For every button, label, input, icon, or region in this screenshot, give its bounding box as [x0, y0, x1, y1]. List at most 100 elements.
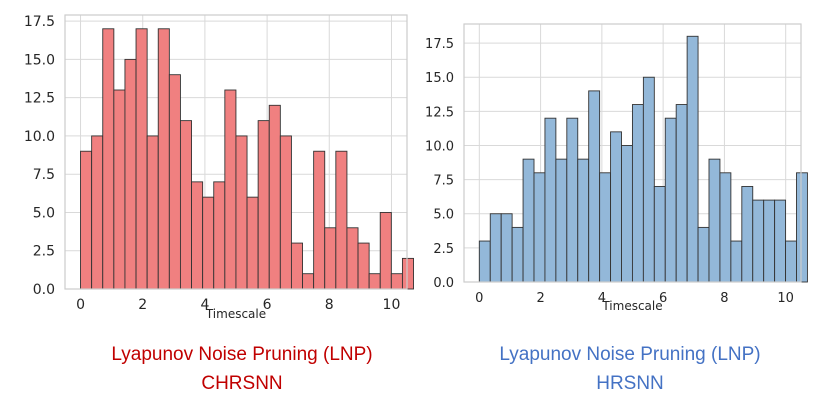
left-caption-line1: Lyapunov Noise Pruning (LNP): [111, 344, 373, 365]
right-histogram-bar: [566, 117, 579, 283]
left-histogram-bar: [279, 135, 292, 290]
right-histogram-bar: [686, 35, 699, 283]
left-histogram-bar: [91, 135, 104, 290]
left-histogram-bar: [313, 150, 326, 290]
left-histogram-bar: [346, 227, 359, 290]
left-histogram-bar: [257, 120, 270, 290]
right-histogram-bar: [511, 226, 524, 283]
left-histogram-bar: [324, 227, 337, 290]
right-histogram-bar: [708, 158, 721, 283]
left-histogram-bar: [390, 273, 403, 290]
right-histogram-bar: [697, 226, 710, 283]
left-y-tick-label: 12.5: [24, 91, 55, 107]
right-histogram-bar: [785, 240, 797, 283]
left-chart-caption: Lyapunov Noise Pruning (LNP) CHRSNN: [52, 340, 432, 398]
right-x-tick-label: 8: [720, 291, 728, 306]
right-x-axis-label: Timescale: [601, 299, 662, 313]
left-x-tick-label: 10: [383, 297, 401, 313]
left-histogram-bar: [168, 74, 181, 290]
left-histogram-bar: [268, 104, 281, 290]
left-histogram-bar: [235, 135, 248, 290]
left-histogram-bar: [357, 242, 370, 290]
left-histogram-bar: [113, 89, 126, 290]
left-y-tick-label: 17.5: [24, 14, 55, 30]
right-histogram-bar: [489, 213, 502, 283]
left-histogram-bar: [401, 257, 414, 290]
left-histogram-bar: [146, 135, 159, 290]
right-y-tick-label: 2.5: [433, 242, 454, 257]
right-histogram-bar: [730, 240, 743, 283]
right-caption-line2: HRSNN: [596, 373, 664, 394]
left-y-tick-label: 5.0: [33, 205, 55, 221]
right-y-tick-label: 15.0: [425, 71, 454, 86]
right-histogram-bar: [522, 158, 535, 283]
left-x-tick-label: 8: [325, 297, 334, 313]
right-histogram-bar: [544, 117, 557, 283]
right-plot-frame: [463, 23, 802, 283]
right-histogram-bar: [478, 240, 491, 283]
right-y-tick-label: 12.5: [425, 105, 454, 120]
left-histogram-bar: [379, 212, 392, 290]
right-y-tick-label: 5.0: [433, 208, 454, 223]
right-x-tick-label: 10: [777, 291, 794, 306]
left-histogram-bar: [202, 196, 215, 290]
right-caption-line1: Lyapunov Noise Pruning (LNP): [499, 344, 761, 365]
left-histogram-bar: [368, 273, 381, 290]
right-histogram-bar: [588, 90, 601, 283]
right-histogram-bar: [796, 172, 808, 283]
left-y-tick-label: 7.5: [33, 167, 55, 183]
left-y-tick-label: 10.0: [24, 129, 55, 145]
left-histogram-bar: [80, 150, 93, 290]
right-histogram-bar: [577, 158, 590, 283]
left-histogram-bar: [179, 120, 192, 290]
left-y-tick-label: 15.0: [24, 52, 55, 68]
right-histogram-bar: [664, 117, 677, 283]
right-histogram-bar: [533, 172, 546, 283]
left-x-tick-label: 0: [76, 297, 85, 313]
right-chart-caption: Lyapunov Noise Pruning (LNP) HRSNN: [440, 340, 820, 398]
left-histogram-bar: [246, 196, 259, 290]
right-y-tick-label: 17.5: [425, 37, 454, 52]
right-x-tick-label: 6: [659, 291, 667, 306]
right-x-tick-label: 2: [536, 291, 544, 306]
left-chart: 0 2 4 6 8 10 0.0 2.5 5.0 7.5 10.0 12.5 15.0 17.5 Times…: [24, 14, 414, 321]
left-histogram-bar: [290, 242, 303, 290]
right-y-tick-label: 10.0: [425, 139, 454, 154]
left-histogram-bar: [335, 150, 348, 290]
right-histogram-bar: [599, 172, 612, 283]
right-y-tick-label: 7.5: [433, 174, 454, 189]
right-x-tick-label: 0: [475, 291, 483, 306]
right-histogram-bar: [774, 199, 787, 283]
right-histogram-bar: [631, 104, 644, 283]
left-histogram-bar: [224, 89, 237, 290]
left-x-axis-label: Timescale: [205, 307, 266, 321]
right-histogram-bar: [610, 131, 622, 283]
right-histogram-bar: [500, 213, 513, 283]
right-histogram-bar: [741, 185, 754, 283]
left-caption-line2: CHRSNN: [201, 373, 283, 394]
left-histogram-bar: [135, 28, 148, 290]
right-histogram-bar: [719, 172, 732, 283]
right-histogram-bar: [642, 76, 655, 283]
right-y-tick-label: 0.0: [433, 276, 454, 291]
right-chart: 0 2 4 6 8 10 0.0 2.5 5.0 7.5 10.0 12.5 15.0 17.5 Times…: [425, 23, 808, 313]
right-histogram-bar: [752, 199, 765, 283]
left-histogram-bar: [191, 181, 204, 290]
left-y-tick-label: 0.0: [33, 282, 55, 298]
right-x-tick-label: 4: [598, 291, 606, 306]
left-histogram-bar: [102, 28, 115, 290]
right-histogram-bar: [675, 104, 688, 283]
left-x-tick-label: 2: [138, 297, 147, 313]
left-x-tick-label: 4: [200, 297, 209, 313]
left-histogram-bar: [302, 273, 315, 290]
left-x-tick-label: 6: [263, 297, 272, 313]
right-histogram-bar: [621, 145, 633, 283]
left-histogram-bar: [124, 58, 137, 290]
right-histogram-bar: [653, 185, 666, 283]
left-plot-frame: [64, 14, 408, 290]
right-histogram-bar: [763, 199, 776, 283]
left-histogram-bar: [157, 28, 170, 290]
right-histogram-bar: [555, 158, 568, 283]
left-histogram-bar: [213, 181, 226, 290]
